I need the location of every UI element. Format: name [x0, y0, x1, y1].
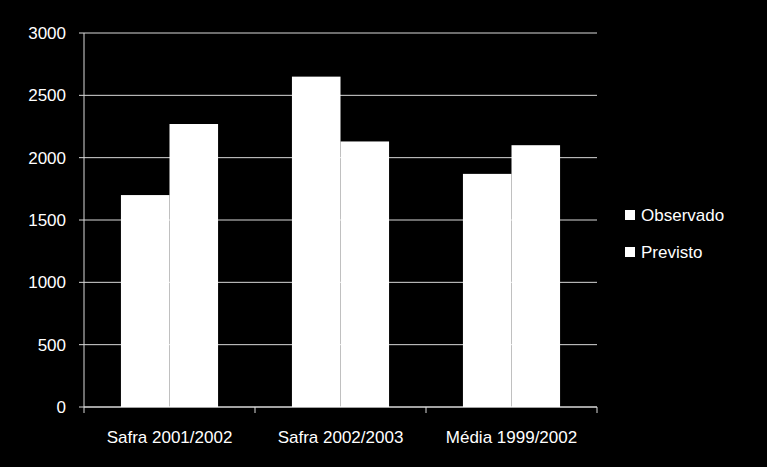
- y-tick-label: 2500: [28, 86, 66, 105]
- x-tick-label: Safra 2001/2002: [107, 428, 233, 447]
- bars: [121, 77, 560, 407]
- y-tick-label: 0: [57, 398, 66, 417]
- bar: [292, 77, 341, 407]
- legend-label: Observado: [641, 206, 724, 225]
- bar: [341, 141, 390, 407]
- bar: [512, 145, 561, 407]
- y-tick: [79, 407, 84, 408]
- x-tick: [597, 407, 598, 413]
- legend-swatch: [625, 210, 635, 220]
- bar: [463, 174, 512, 407]
- y-tick-label: 3000: [28, 24, 66, 43]
- y-axis: [84, 33, 85, 407]
- y-tick: [79, 220, 84, 221]
- bar: [121, 195, 170, 407]
- x-tick: [255, 407, 256, 413]
- y-tick-label: 1000: [28, 273, 66, 292]
- y-tick-label: 1500: [28, 211, 66, 230]
- legend-swatch: [625, 247, 635, 257]
- y-tick: [79, 344, 84, 345]
- y-tick: [79, 95, 84, 96]
- x-tick: [84, 407, 85, 413]
- x-tick-label: Média 1999/2002: [446, 428, 577, 447]
- background: [0, 0, 767, 467]
- y-tick-label: 500: [38, 336, 66, 355]
- bar: [170, 124, 219, 407]
- y-tick-label: 2000: [28, 149, 66, 168]
- y-tick: [79, 157, 84, 158]
- x-tick: [426, 407, 427, 413]
- grid-line: [84, 33, 597, 34]
- x-tick-label: Safra 2002/2003: [278, 428, 404, 447]
- chart: 0 500 1000 1500 2000 2500 3000 Safra 2001/2002 S…: [0, 0, 767, 467]
- y-tick: [79, 33, 84, 34]
- y-tick: [79, 282, 84, 283]
- legend-label: Previsto: [641, 243, 702, 262]
